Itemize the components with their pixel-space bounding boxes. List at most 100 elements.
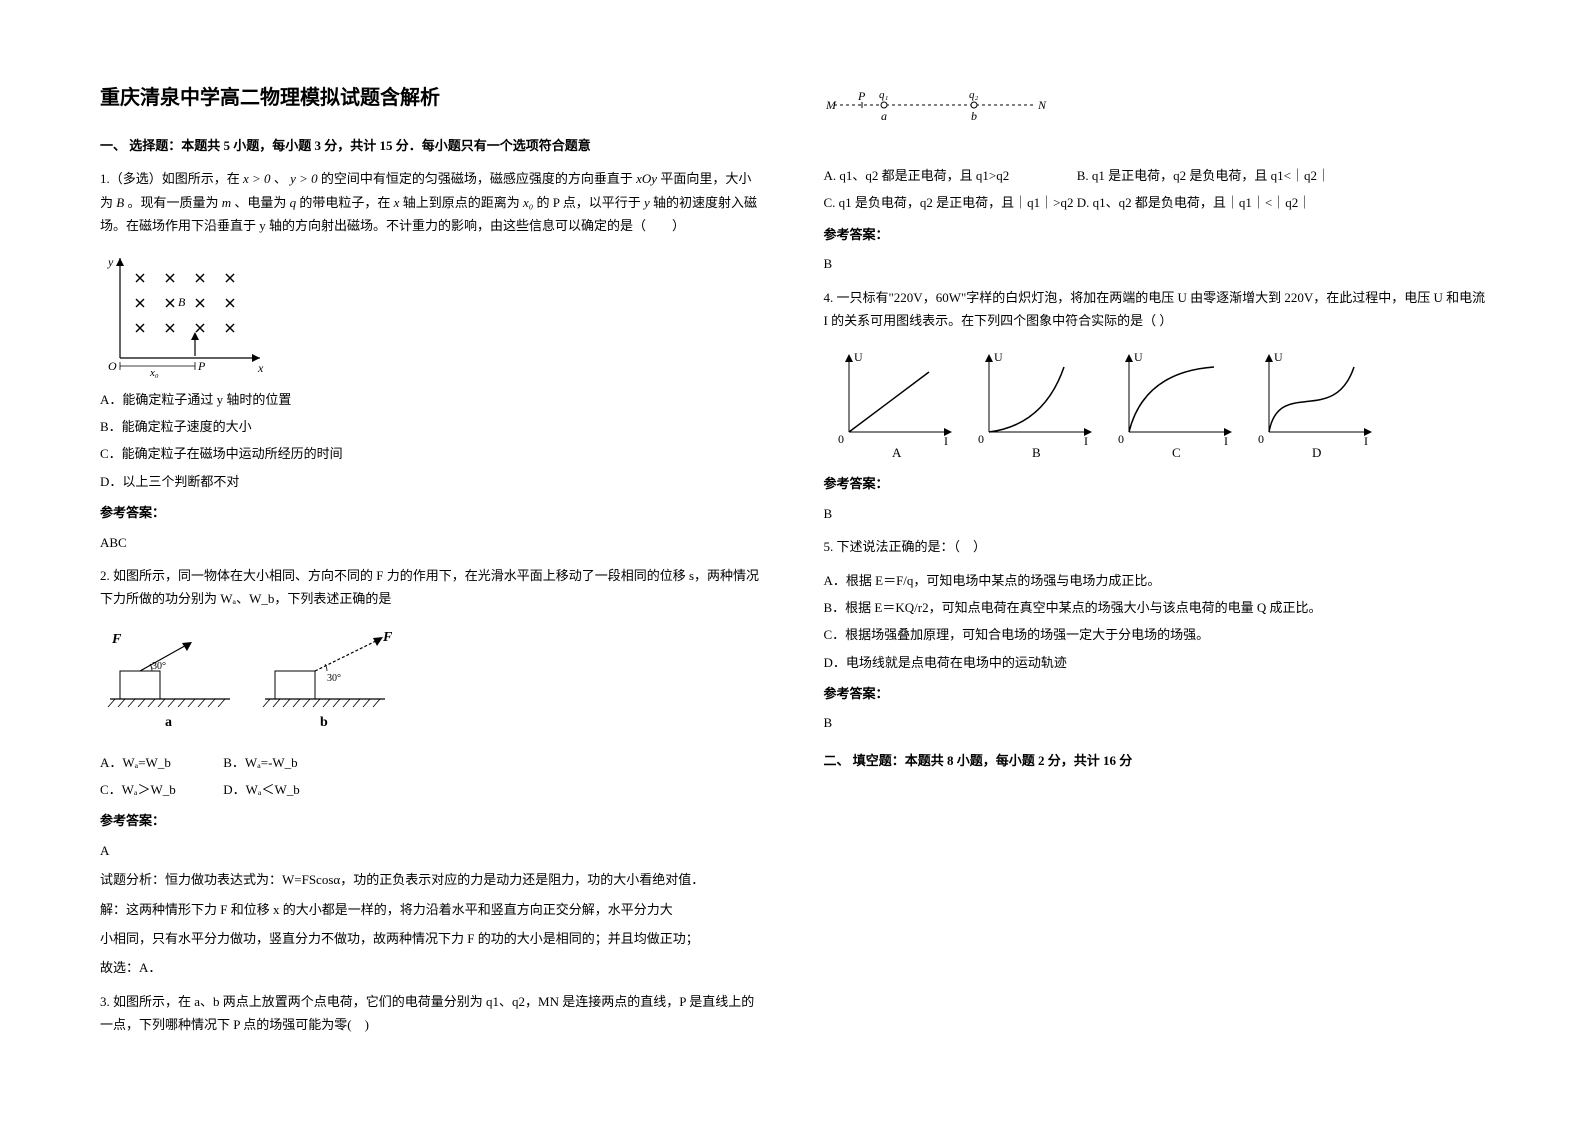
q4-answer: B [824, 502, 1488, 525]
q3-optB: B. q1 是正电荷，q2 是负电荷，且 q1<｜q2｜ [1077, 168, 1330, 183]
U-label: U [1274, 350, 1283, 364]
I-label: I [944, 434, 948, 448]
zero-label: 0 [978, 432, 984, 446]
zero-label: 0 [838, 432, 844, 446]
q2-solution-cont: 小相同，只有水平分力做功，竖直分力不做功，故两种情况下力 F 的功的大小是相同的… [100, 927, 764, 950]
spacer [824, 140, 1488, 160]
q1-y: y [644, 195, 650, 210]
q2-choice: 故选：A． [100, 956, 764, 979]
q1-x: x [394, 195, 400, 210]
q2-answer: A [100, 839, 764, 862]
q1-stem-part: 、 [274, 171, 287, 186]
q4-graphs: U I 0 A U I 0 B U I 0 C [824, 342, 1384, 462]
q1-stem-part: 轴上到原点的距离为 [403, 195, 520, 210]
a-label: a [881, 109, 887, 123]
question-4: 4. 一只标有"220V，60W"字样的白炽灯泡，将加在两端的电压 U 由零逐渐… [824, 286, 1488, 333]
q5-answer-label: 参考答案： [824, 682, 1488, 705]
section2-header: 二、 填空题：本题共 8 小题，每小题 2 分，共计 16 分 [824, 749, 1488, 772]
q2-optB: B．Wₐ=-W_b [223, 755, 297, 770]
q1-stem-part: 的空间中有恒定的匀强磁场，磁感应强度的方向垂直于 [321, 171, 633, 186]
q2-label: q₂ [969, 89, 979, 101]
q5-optB: B．根据 E＝KQ/r2，可知点电荷在真空中某点的场强大小与该点电荷的电量 Q … [824, 596, 1488, 619]
q1-answer: ABC [100, 531, 764, 554]
q1-ygt0: y > 0 [290, 171, 318, 186]
F-label-b: F [382, 630, 393, 645]
q5-optD: D．电场线就是点电荷在电场中的运动轨迹 [824, 651, 1488, 674]
q1-stem-part: 。现有一质量为 [127, 195, 218, 210]
b-label: b [971, 109, 977, 123]
q3-optA: A. q1、q2 都是正电荷，且 q1>q2 [824, 164, 1074, 187]
q1-xoy: xOy [636, 171, 657, 186]
zero-label: 0 [1258, 432, 1264, 446]
U-label: U [854, 350, 863, 364]
q1-stem-part: 的 P 点，以平行于 [537, 195, 641, 210]
question-3: 3. 如图所示，在 a、b 两点上放置两个点电荷，它们的电荷量分别为 q1、q2… [100, 990, 764, 1037]
N-label: N [1037, 98, 1047, 112]
q4-answer-label: 参考答案： [824, 472, 1488, 495]
q2-force-diagram: 30° F a 30° F b [100, 621, 400, 741]
field-B-label: B [178, 295, 186, 309]
exam-page: 重庆清泉中学高二物理模拟试题含解析 一、 选择题：本题共 5 小题，每小题 3 … [0, 0, 1587, 1122]
q2-analysis: 试题分析：恒力做功表达式为：W=FScosα，功的正负表示对应的力是动力还是阻力… [100, 868, 764, 891]
panel-a-label: a [165, 715, 172, 730]
M-label: M [825, 98, 837, 112]
q3-answer-label: 参考答案： [824, 223, 1488, 246]
q2-optD: D．Wₐ＜W_b [223, 782, 299, 797]
q3-line-diagram: M P q₁ a q₂ b N [824, 80, 1054, 130]
q1-stem-part: 1.（多选）如图所示，在 [100, 171, 240, 186]
y-axis-label: y [107, 255, 114, 269]
q1-B: B [116, 195, 124, 210]
x-axis-label: x [257, 361, 264, 375]
I-label: I [1084, 434, 1088, 448]
origin-label: O [108, 359, 117, 373]
section1-header: 一、 选择题：本题共 5 小题，每小题 3 分，共计 15 分．每小题只有一个选… [100, 134, 764, 157]
q1-stem-part: 、电量为 [234, 195, 286, 210]
q2-options-row2: C．Wₐ＞W_b D．Wₐ＜W_b [100, 778, 764, 801]
question-5: 5. 下述说法正确的是：（ ） [824, 535, 1488, 558]
question-2: 2. 如图所示，同一物体在大小相同、方向不同的 F 力的作用下，在光滑水平面上移… [100, 564, 764, 611]
q2-optC: C．Wₐ＞W_b [100, 778, 220, 801]
q1-xgt0: x > 0 [243, 171, 271, 186]
panel-B: B [1032, 445, 1041, 460]
q1-label: q₁ [879, 89, 889, 101]
q5-answer: B [824, 711, 1488, 734]
panel-C: C [1172, 445, 1181, 460]
question-1: 1.（多选）如图所示，在 x > 0 、 y > 0 的空间中有恒定的匀强磁场，… [100, 167, 764, 237]
angle-b: 30° [327, 673, 341, 684]
q1-answer-label: 参考答案： [100, 501, 764, 524]
x0-label: x₀ [149, 367, 159, 378]
panel-b-label: b [320, 715, 328, 730]
q1-optB: B．能确定粒子速度的大小 [100, 415, 764, 438]
q1-q: q [290, 195, 297, 210]
panel-A: A [892, 445, 902, 460]
q5-optA: A．根据 E＝F/q，可知电场中某点的场强与电场力成正比。 [824, 569, 1488, 592]
zero-label: 0 [1118, 432, 1124, 446]
q3-row2: C. q1 是负电荷，q2 是正电荷，且｜q1｜>q2 D. q1、q2 都是负… [824, 191, 1488, 214]
q2-answer-label: 参考答案： [100, 809, 764, 832]
q1-optA: A．能确定粒子通过 y 轴时的位置 [100, 388, 764, 411]
q2-optA: A．Wₐ=W_b [100, 751, 220, 774]
q3-row1: A. q1、q2 都是正电荷，且 q1>q2 B. q1 是正电荷，q2 是负电… [824, 164, 1488, 187]
q3-answer: B [824, 252, 1488, 275]
I-label: I [1224, 434, 1228, 448]
q2-options-row1: A．Wₐ=W_b B．Wₐ=-W_b [100, 751, 764, 774]
panel-D: D [1312, 445, 1321, 460]
q5-optC: C．根据场强叠加原理，可知合电场的场强一定大于分电场的场强。 [824, 623, 1488, 646]
q3-optD: D. q1、q2 都是负电荷，且｜q1｜<｜q2｜ [1077, 195, 1311, 210]
point-P-label: P [197, 359, 206, 373]
q1-stem-part: 的带电粒子，在 [299, 195, 390, 210]
I-label: I [1364, 434, 1368, 448]
angle-a: 30° [152, 661, 166, 672]
P-label: P [857, 89, 866, 103]
q1-field-diagram: y O x B P x₀ [100, 248, 270, 378]
q1-optC: C．能确定粒子在磁场中运动所经历的时间 [100, 442, 764, 465]
q1-x0: x₀ [523, 195, 533, 210]
q1-m: m [222, 195, 231, 210]
U-label: U [994, 350, 1003, 364]
page-title: 重庆清泉中学高二物理模拟试题含解析 [100, 80, 764, 116]
U-label: U [1134, 350, 1143, 364]
q1-optD: D．以上三个判断都不对 [100, 470, 764, 493]
q3-optC: C. q1 是负电荷，q2 是正电荷，且｜q1｜>q2 [824, 195, 1074, 210]
q2-solution: 解：这两种情形下力 F 和位移 x 的大小都是一样的，将力沿着水平和竖直方向正交… [100, 898, 764, 921]
F-label-a: F [111, 632, 122, 647]
